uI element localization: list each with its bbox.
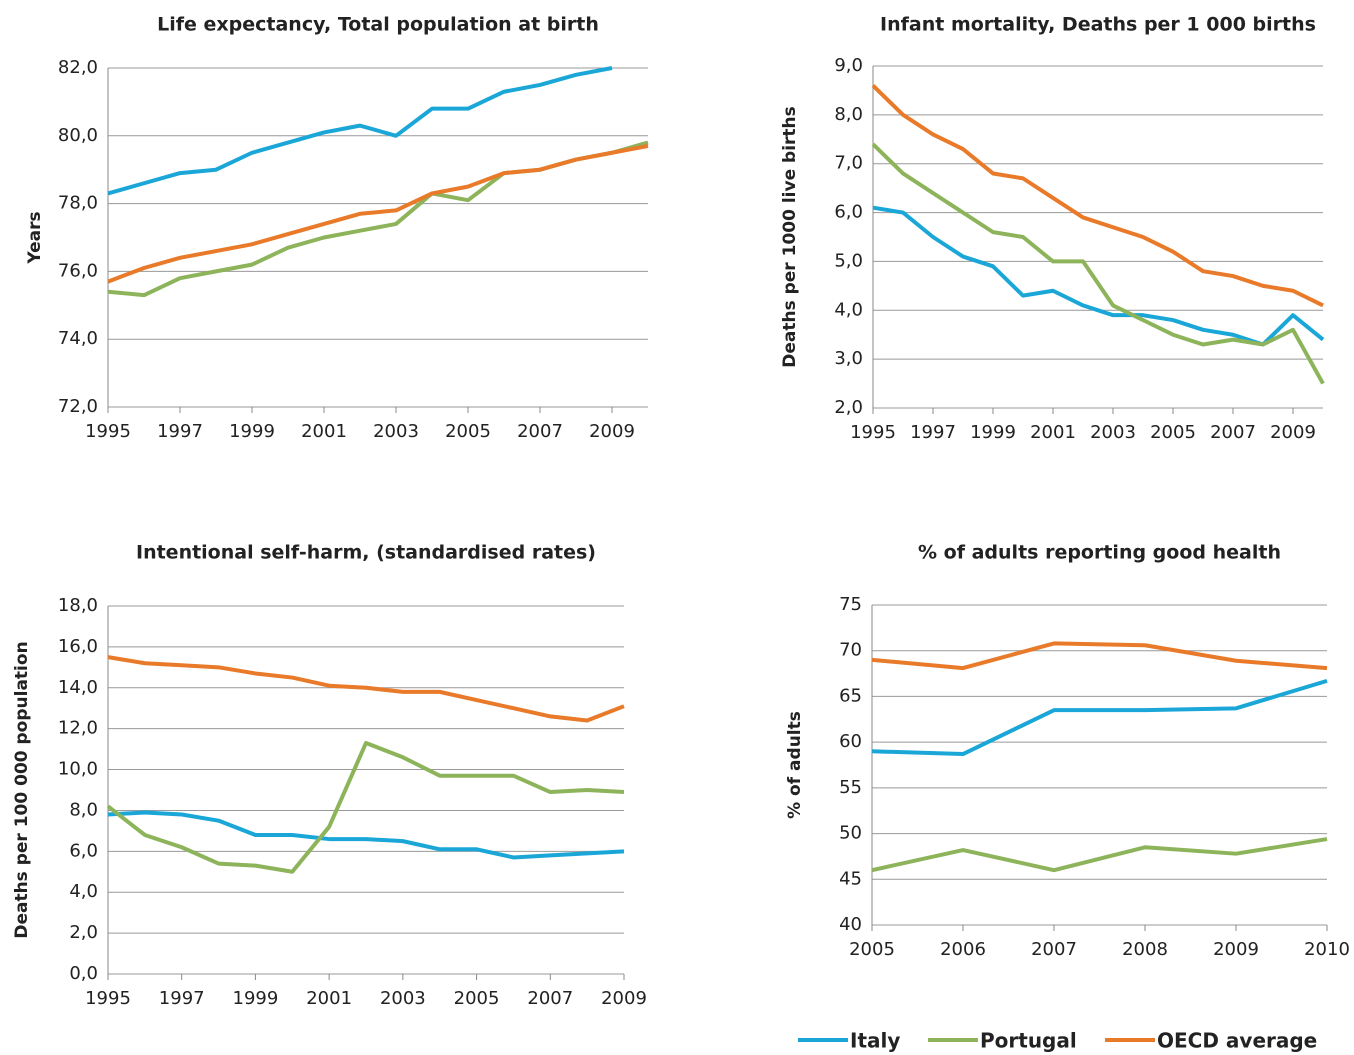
x-tick-label: 1997 (159, 988, 205, 1009)
y-tick-label: 18,0 (58, 595, 98, 616)
series-line (871, 837, 1328, 873)
legend-label: Portugal (980, 1029, 1077, 1053)
series-line (107, 140, 649, 298)
y-tick-label: 16,0 (58, 636, 98, 657)
x-tick-label: 2009 (601, 988, 647, 1009)
y-tick-label: 8,0 (834, 104, 863, 125)
x-tick-label: 1995 (850, 422, 896, 443)
y-tick-label: 82,0 (58, 57, 98, 78)
series-line (871, 142, 1325, 385)
x-tick-label: 2007 (527, 988, 573, 1009)
y-tick-label: 76,0 (58, 260, 98, 281)
x-tick-label: 1999 (229, 421, 275, 442)
x-tick-label: 2008 (1122, 939, 1168, 960)
x-tick-label: 2001 (301, 421, 347, 442)
y-tick-label: 5,0 (834, 250, 863, 271)
series-line (871, 84, 1324, 308)
y-tick-label: 4,0 (69, 881, 98, 902)
y-tick-label: 40 (839, 914, 862, 935)
y-tick-label: 2,0 (834, 397, 863, 418)
y-tick-label: 45 (839, 868, 862, 889)
x-tick-label: 2009 (1213, 939, 1259, 960)
y-tick-label: 78,0 (58, 193, 98, 214)
y-tick-label: 2,0 (69, 922, 98, 943)
series-line (871, 641, 1328, 671)
y-tick-label: 10,0 (58, 759, 98, 780)
y-tick-label: 65 (839, 685, 862, 706)
y-tick-label: 8,0 (69, 799, 98, 820)
x-tick-label: 2005 (1150, 422, 1196, 443)
chart-title: Infant mortality, Deaths per 1 000 birth… (880, 14, 1316, 36)
y-axis-label: Deaths per 1000 live births (780, 106, 800, 368)
y-axis-label: Years (25, 211, 45, 264)
legend-label: Italy (850, 1029, 900, 1053)
x-tick-label: 1995 (85, 988, 131, 1009)
x-tick-label: 1997 (157, 421, 203, 442)
y-tick-label: 0,0 (69, 963, 98, 984)
x-tick-label: 2001 (306, 988, 352, 1009)
y-tick-label: 6,0 (834, 202, 863, 223)
y-tick-label: 7,0 (834, 153, 863, 174)
chart-title: Life expectancy, Total population at bir… (157, 14, 599, 36)
series-line (107, 655, 625, 723)
y-tick-label: 80,0 (58, 125, 98, 146)
y-tick-label: 50 (839, 823, 862, 844)
y-tick-label: 74,0 (58, 328, 98, 349)
series-line (107, 810, 625, 860)
x-tick-label: 2005 (454, 988, 500, 1009)
chart-title: Intentional self-harm, (standardised rat… (136, 542, 596, 564)
series-line (872, 205, 1325, 347)
x-tick-label: 2005 (445, 421, 491, 442)
x-tick-label: 2003 (380, 988, 426, 1009)
series-line (106, 740, 625, 874)
x-tick-label: 1997 (910, 422, 956, 443)
y-tick-label: 60 (839, 731, 862, 752)
y-tick-label: 3,0 (834, 348, 863, 369)
x-tick-label: 1999 (233, 988, 279, 1009)
y-axis-label: % of adults (785, 711, 805, 819)
x-tick-label: 2007 (1031, 939, 1077, 960)
y-tick-label: 12,0 (58, 718, 98, 739)
y-tick-label: 6,0 (69, 840, 98, 861)
y-tick-label: 4,0 (834, 299, 863, 320)
series-line (871, 678, 1328, 757)
chart-title: % of adults reporting good health (918, 542, 1281, 564)
series-line (107, 66, 613, 196)
y-tick-label: 72,0 (58, 396, 98, 417)
x-tick-label: 2009 (589, 421, 635, 442)
x-tick-label: 1999 (970, 422, 1016, 443)
x-tick-label: 2009 (1270, 422, 1316, 443)
x-tick-label: 2010 (1304, 939, 1350, 960)
legend-label: OECD average (1157, 1029, 1317, 1053)
y-tick-label: 9,0 (834, 55, 863, 76)
x-tick-label: 2005 (849, 939, 895, 960)
y-tick-label: 14,0 (58, 677, 98, 698)
x-tick-label: 2006 (940, 939, 986, 960)
series-line (107, 144, 649, 284)
x-tick-label: 2007 (517, 421, 563, 442)
y-axis-label: Deaths per 100 000 population (12, 641, 32, 938)
y-tick-label: 75 (839, 594, 862, 615)
x-tick-label: 2007 (1210, 422, 1256, 443)
x-tick-label: 2003 (1090, 422, 1136, 443)
y-tick-label: 55 (839, 777, 862, 798)
y-tick-label: 70 (839, 640, 862, 661)
x-tick-label: 2001 (1030, 422, 1076, 443)
x-tick-label: 2003 (373, 421, 419, 442)
x-tick-label: 1995 (85, 421, 131, 442)
